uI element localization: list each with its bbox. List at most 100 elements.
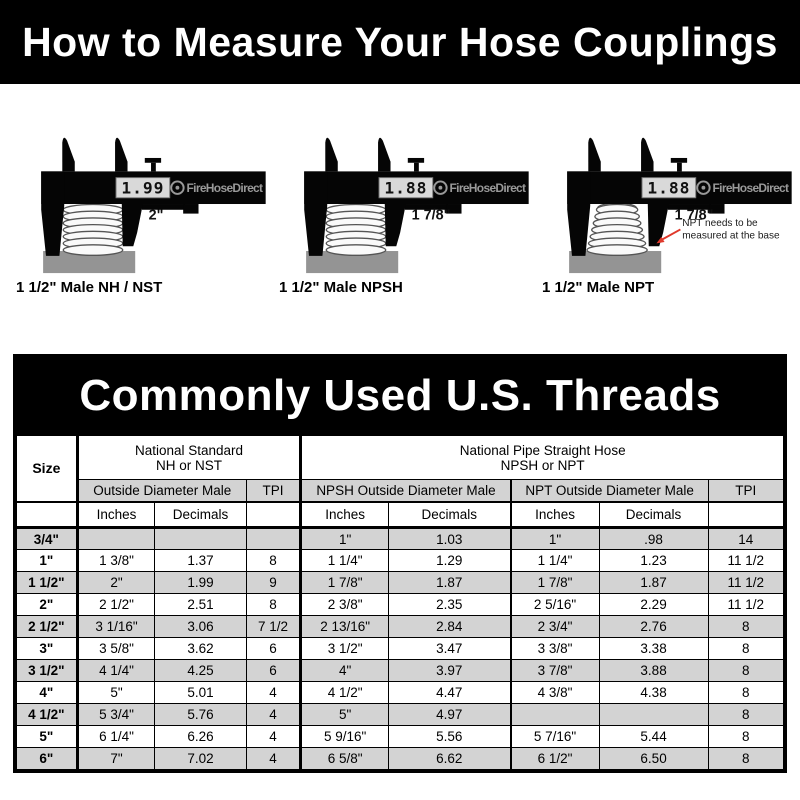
caliper-figure: 1.88 FireHoseDirect 1 7/8" 1 1/2" Male N… — [277, 110, 529, 296]
lcd-reading: 1.88 — [384, 178, 427, 197]
value-cell: 9 — [245, 571, 303, 594]
value-cell: 6 5/8" — [300, 747, 389, 770]
table-row: 3/4" 1" 1.03 1" .98 14 — [16, 527, 785, 550]
npt-note-arrowhead-icon — [656, 236, 665, 244]
value-cell: 6 1/4" — [76, 725, 156, 748]
coupling-threads — [586, 202, 648, 257]
value-cell: 4 1/2" — [300, 681, 389, 704]
size-cell: 5" — [16, 725, 79, 748]
value-cell: 1 3/8" — [76, 549, 156, 572]
value-cell: 2.29 — [598, 593, 709, 616]
table-row: 1" 1 3/8" 1.37 8 1 1/4" 1.29 1 1/4" 1.23 11 1/2 — [16, 549, 785, 572]
header-npt-od-male: NPT Outside Diameter Male — [510, 479, 709, 503]
value-cell: 3.62 — [154, 637, 247, 660]
coupling-base — [569, 251, 662, 274]
table-row: 6" 7" 7.02 4 6 5/8" 6.62 6 1/2" 6.50 8 — [16, 747, 785, 770]
value-cell: 3 5/8" — [76, 637, 156, 660]
caliper-upper-jaw-right — [115, 137, 128, 172]
firehosedirect-logo-icon — [696, 180, 711, 195]
value-cell: 1 7/8" — [510, 571, 600, 594]
header-pipe-straight-line2: NPSH or NPT — [500, 457, 585, 473]
npt-note: NPT needs to be measured at the base — [656, 218, 780, 244]
value-cell: 1.87 — [387, 571, 512, 594]
caliper-slider-tab — [709, 204, 725, 214]
caliper-slider-step — [667, 204, 712, 210]
value-cell: 5.76 — [154, 703, 247, 726]
figures-row: 1.99 FireHoseDirect 2" 1 1/2" Male NH / … — [0, 110, 800, 296]
header-pipe-straight-group: National Pipe Straight Hose NPSH or NPT — [300, 435, 784, 480]
table-row: 2 1/2" 3 1/16" 3.06 7 1/2 2 13/16" 2.84 2 3/4"… — [16, 615, 785, 638]
caliper-thumb-screw — [144, 157, 162, 163]
value-cell: 1 1/4" — [510, 549, 600, 572]
value-cell: 8 — [707, 725, 785, 748]
value-cell: 11 1/2 — [707, 571, 785, 594]
size-cell: 3/4" — [16, 527, 79, 550]
caliper-slider-tab — [446, 204, 462, 214]
value-cell: 1.03 — [387, 527, 512, 550]
caliper-fixed-jaw — [567, 171, 591, 256]
value-cell: 8 — [707, 703, 785, 726]
table-row: 2" 2 1/2" 2.51 8 2 3/8" 2.35 2 5/16" 2.29 11 1/2 — [16, 593, 785, 616]
value-cell: 4 — [245, 681, 303, 704]
brand-text: FireHoseDirect — [187, 181, 264, 195]
header-pipe-straight-line1: National Pipe Straight Hose — [459, 442, 626, 458]
header-decimals-npsh: Decimals — [387, 501, 512, 529]
caliper-thumb-screw — [407, 157, 425, 163]
header-decimals-nh: Decimals — [154, 501, 247, 529]
value-cell: 5 3/4" — [76, 703, 156, 726]
brand-text: FireHoseDirect — [713, 181, 790, 195]
caliper-upper-jaw-right — [641, 137, 654, 172]
header-od-male: Outside Diameter Male — [76, 479, 247, 503]
value-cell: 3.06 — [154, 615, 247, 638]
caliper-slider-step — [404, 204, 449, 210]
caliper-fixed-jaw — [304, 171, 328, 256]
firehosedirect-logo-dot — [701, 185, 706, 190]
caliper-illustration-svg: 1.88 FireHoseDirect 1 7/8" NPT needs to … — [567, 137, 792, 274]
threads-table-body: 3/4" 1" 1.03 1" .98 14 1" 1 3/8" 1.37 8 1 1/4" 1.29… — [16, 527, 785, 770]
value-cell: 6 — [245, 637, 303, 660]
value-cell: 4 — [245, 725, 303, 748]
caliper-moving-jaw — [384, 204, 406, 247]
value-cell: 1 7/8" — [300, 571, 389, 594]
header-national-standard-line1: National Standard — [134, 442, 244, 458]
value-cell: 4" — [300, 659, 389, 682]
value-cell: 2" — [76, 571, 156, 594]
value-cell: 8 — [707, 681, 785, 704]
value-cell: 1.37 — [154, 549, 247, 572]
header-national-standard-line2: NH or NST — [156, 457, 223, 473]
value-cell: 1.29 — [387, 549, 512, 572]
lcd-display — [641, 177, 697, 199]
caliper-caption: 1 1/2" Male NPSH — [279, 279, 403, 296]
value-cell — [510, 703, 600, 726]
table-row: 3" 3 5/8" 3.62 6 3 1/2" 3.47 3 3/8" 3.38 8 — [16, 637, 785, 660]
value-cell: 7.02 — [154, 747, 247, 770]
value-cell: 8 — [245, 593, 303, 616]
value-cell: 4 1/4" — [76, 659, 156, 682]
value-cell: 3.38 — [598, 637, 709, 660]
value-cell: 5 9/16" — [300, 725, 389, 748]
value-cell: 3 3/8" — [510, 637, 600, 660]
value-cell: 6.26 — [154, 725, 247, 748]
page-title: How to Measure Your Hose Couplings — [22, 18, 778, 65]
value-cell: 7" — [76, 747, 156, 770]
value-cell: 11 1/2 — [707, 549, 785, 572]
value-cell: 2 1/2" — [76, 593, 156, 616]
value-cell: 8 — [245, 549, 303, 572]
coupling-threads — [62, 203, 124, 257]
table-row: 4" 5" 5.01 4 4 1/2" 4.47 4 3/8" 4.38 8 — [16, 681, 785, 704]
firehosedirect-logo-dot — [438, 185, 443, 190]
value-cell: 8 — [707, 747, 785, 770]
value-cell — [76, 527, 156, 550]
brand-text: FireHoseDirect — [450, 181, 527, 195]
value-cell: 4 — [245, 747, 303, 770]
size-cell: 2 1/2" — [16, 615, 79, 638]
value-cell: 3 1/2" — [300, 637, 389, 660]
table-row: 3 1/2" 4 1/4" 4.25 6 4" 3.97 3 7/8" 3.88 8 — [16, 659, 785, 682]
value-cell: 2.51 — [154, 593, 247, 616]
table-row: 4 1/2" 5 3/4" 5.76 4 5" 4.97 8 — [16, 703, 785, 726]
value-cell: 4.25 — [154, 659, 247, 682]
size-cell: 3 1/2" — [16, 659, 79, 682]
caliper-body — [304, 137, 529, 256]
size-cell: 3" — [16, 637, 79, 660]
